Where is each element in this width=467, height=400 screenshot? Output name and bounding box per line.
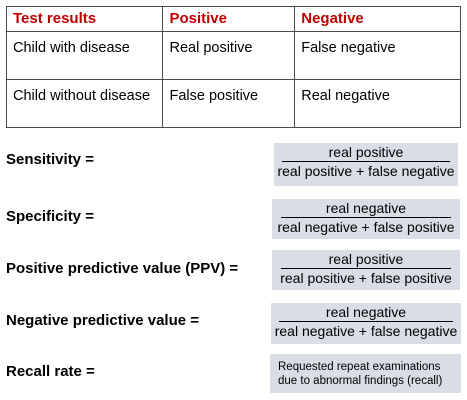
cell-false-negative: False negative [294,31,461,80]
sensitivity-denominator: real positive + false negative [277,163,455,179]
sensitivity-numerator: real positive [282,143,450,162]
cell-real-negative: Real negative [294,79,461,128]
npv-formula: real negative real negative + false nega… [271,303,461,344]
sensitivity-label: Sensitivity = [6,151,94,168]
header-test-results: Test results [5,6,164,32]
cell-real-positive: Real positive [162,31,296,80]
table-header-row: Test results Positive Negative [5,6,461,32]
cell-false-positive: False positive [162,79,296,128]
ppv-numerator: real positive [281,250,451,269]
npv-numerator: real negative [279,303,453,322]
table-row: Child without disease False positive Rea… [5,79,461,128]
recall-rate-label: Recall rate = [6,363,95,380]
specificity-numerator: real negative [281,199,451,218]
ppv-denominator: real positive + false positive [280,270,452,286]
header-negative: Negative [294,6,461,32]
recall-line-1: Requested repeat examinations [278,361,441,373]
specificity-denominator: real negative + false positive [277,219,455,235]
specificity-label: Specificity = [6,208,94,225]
row-label-without-disease: Child without disease [5,79,164,128]
recall-rate-description: Requested repeat examinations due to abn… [270,354,461,393]
npv-denominator: real negative + false negative [274,323,458,339]
table-row: Child with disease Real positive False n… [5,31,461,80]
row-label-with-disease: Child with disease [5,31,164,80]
recall-line-2: due to abnormal findings (recall) [278,375,443,387]
ppv-formula: real positive real positive + false posi… [272,250,460,290]
specificity-formula: real negative real negative + false posi… [272,199,460,239]
npv-label: Negative predictive value = [6,312,200,329]
header-positive: Positive [162,6,296,32]
test-results-table: Test results Positive Negative Child wit… [5,6,461,128]
sensitivity-formula: real positive real positive + false nega… [274,143,458,186]
ppv-label: Positive predictive value (PPV) = [6,260,239,277]
